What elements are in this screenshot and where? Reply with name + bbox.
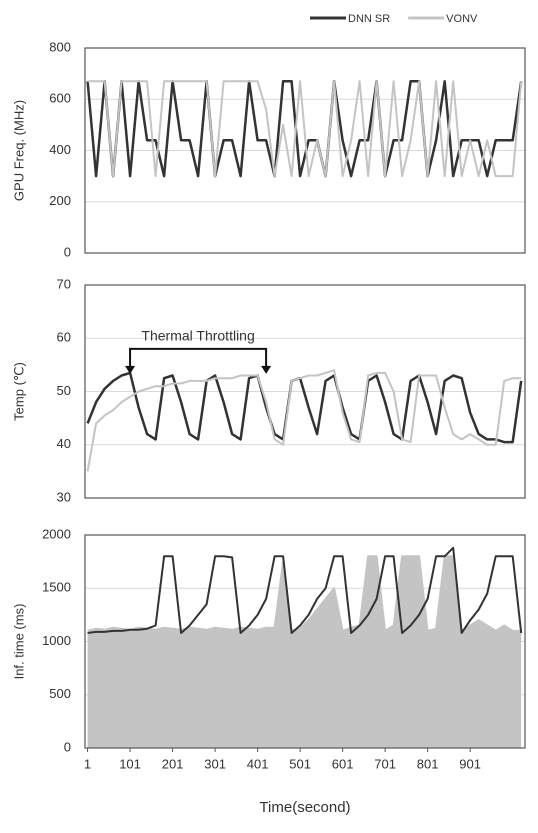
y-tick-label: 50 xyxy=(57,383,71,398)
y-tick-label: 0 xyxy=(64,739,71,754)
x-tick-label: 801 xyxy=(417,756,439,771)
annotation-text: Thermal Throttling xyxy=(141,328,254,344)
y-tick-label: 600 xyxy=(49,91,71,106)
annotation-arrowhead xyxy=(125,365,136,374)
y-axis-label: GPU Freq. (MHz) xyxy=(11,100,26,201)
y-tick-label: 2000 xyxy=(42,526,71,541)
plot-border xyxy=(84,284,526,499)
annotation-bracket xyxy=(129,347,268,369)
y-tick-label: 0 xyxy=(64,244,71,259)
y-axis-label: Temp (℃) xyxy=(11,362,26,421)
x-tick-label: 1 xyxy=(84,756,91,771)
y-tick-label: 500 xyxy=(49,686,71,701)
series-line xyxy=(86,371,523,444)
series-line xyxy=(87,80,523,178)
plot-border xyxy=(84,534,526,749)
series-line xyxy=(86,369,522,472)
x-tick-label: 601 xyxy=(332,756,354,771)
y-tick-label: 40 xyxy=(57,436,71,451)
y-axis-label: Inf. time (ms) xyxy=(11,604,26,680)
x-tick-label: 701 xyxy=(374,756,396,771)
x-tick-label: 501 xyxy=(289,756,311,771)
y-tick-label: 400 xyxy=(49,142,71,157)
series-line xyxy=(87,555,522,632)
series-line xyxy=(87,546,523,634)
area xyxy=(87,556,522,748)
x-tick-label: 401 xyxy=(247,756,269,771)
annotation-arrowhead xyxy=(261,365,272,374)
y-tick-label: 30 xyxy=(57,489,71,504)
x-tick-label: 101 xyxy=(119,756,141,771)
y-tick-label: 1500 xyxy=(42,580,71,595)
plot-border xyxy=(84,47,526,254)
x-axis-label: Time(second) xyxy=(259,799,350,816)
y-tick-label: 200 xyxy=(49,193,71,208)
y-tick-label: 60 xyxy=(57,330,71,345)
y-tick-label: 800 xyxy=(49,39,71,54)
legend-label: VONV xyxy=(446,13,478,25)
x-tick-label: 301 xyxy=(204,756,226,771)
y-tick-label: 1000 xyxy=(42,633,71,648)
x-tick-label: 201 xyxy=(162,756,184,771)
x-tick-label: 901 xyxy=(459,756,481,771)
legend-label: DNN SR xyxy=(348,13,390,25)
y-tick-label: 70 xyxy=(57,276,71,291)
